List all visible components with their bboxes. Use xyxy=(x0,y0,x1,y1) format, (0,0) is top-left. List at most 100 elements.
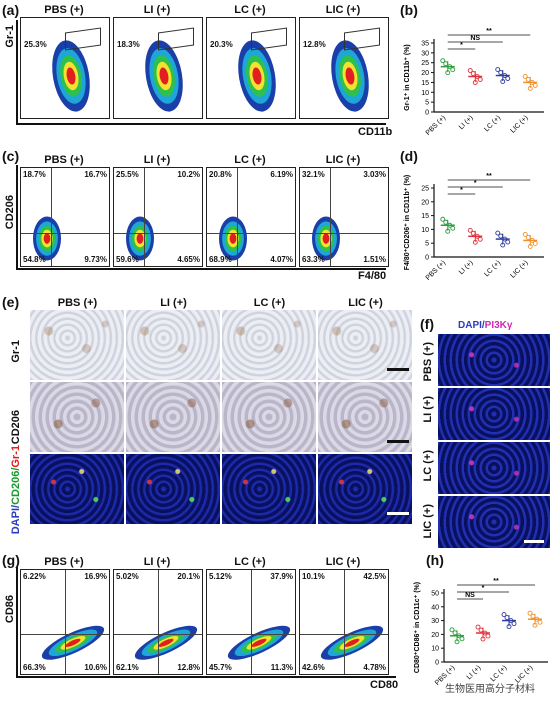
data-point xyxy=(522,73,528,79)
scale-bar xyxy=(524,540,544,543)
panel-a-title-3: LIC (+) xyxy=(325,4,361,16)
data-point xyxy=(500,79,506,84)
y-tick-label: 20 xyxy=(421,70,429,77)
panel-c-flowplot-2: 20.8% 6.19% 68.9% 4.07% xyxy=(206,167,296,267)
y-tick-label: 5 xyxy=(425,241,429,248)
data-point xyxy=(467,68,473,73)
data-point xyxy=(529,237,535,243)
y-tick-label: 5 xyxy=(425,100,429,107)
scale-bar xyxy=(387,512,409,515)
panel-e-row-gr1: Gr-1 xyxy=(10,340,22,363)
panel-g-yaxis xyxy=(16,567,18,677)
data-point xyxy=(449,627,455,633)
x-tick-label: LI (+) xyxy=(466,664,483,681)
data-point xyxy=(440,58,446,64)
panel-f-row-1: LI (+) xyxy=(422,396,434,423)
x-tick-label: PBS (+) xyxy=(425,114,447,136)
panel-a-title-1: LI (+) xyxy=(143,4,171,16)
data-point xyxy=(508,618,514,624)
scale-bar xyxy=(387,368,409,371)
panel-f-label: (f) xyxy=(420,316,434,332)
y-tick-label: 0 xyxy=(435,660,439,667)
panel-b-label: (b) xyxy=(400,2,418,18)
panel-e-title-3: LIC (+) xyxy=(348,297,383,309)
panel-d-label: (d) xyxy=(400,148,418,164)
data-point xyxy=(495,230,501,236)
sig-label: * xyxy=(460,187,463,194)
data-point xyxy=(477,236,483,242)
data-point xyxy=(443,61,449,67)
panel-f-image-2 xyxy=(438,442,550,494)
panel-e-title-0: PBS (+) xyxy=(57,297,98,309)
sig-label: * xyxy=(460,42,463,49)
panel-e-image-r2-c0 xyxy=(30,454,124,524)
data-point xyxy=(470,230,476,236)
y-tick-label: 10 xyxy=(421,227,429,234)
y-tick-label: 20 xyxy=(431,632,439,639)
data-point xyxy=(502,236,508,242)
data-point xyxy=(472,80,478,85)
x-tick-label: LIC (+) xyxy=(509,114,529,134)
panel-g-ylabel: CD86 xyxy=(4,595,16,624)
data-point xyxy=(456,633,462,639)
data-point xyxy=(501,612,507,618)
data-point xyxy=(474,74,480,79)
panel-c-flowplot-1: 25.5% 10.2% 59.6% 4.65% xyxy=(113,167,203,267)
sig-label: ** xyxy=(486,28,492,35)
panel-c-label: (c) xyxy=(2,148,20,164)
x-tick-label: PBS (+) xyxy=(425,259,447,281)
sig-label: ** xyxy=(493,578,499,585)
panel-a-xaxis xyxy=(16,123,386,125)
panel-e-image-r1-c0 xyxy=(30,382,124,452)
panel-h-label: (h) xyxy=(426,552,444,568)
panel-e-image-r0-c0 xyxy=(30,310,124,380)
data-point xyxy=(502,73,508,78)
panel-a-flowplot-3: 12.8% xyxy=(299,17,389,119)
y-axis-label: CD80⁺CD86⁺ in CD11c⁺ (%) xyxy=(414,582,421,673)
data-point xyxy=(504,615,510,621)
sig-label: * xyxy=(482,585,485,592)
data-point xyxy=(454,639,460,645)
panel-g-title-3: LIC (+) xyxy=(325,556,361,568)
panel-a-gate-pct: 18.3% xyxy=(117,40,140,49)
data-point xyxy=(511,621,517,627)
panel-f-image-1 xyxy=(438,388,550,440)
panel-g-title-0: PBS (+) xyxy=(44,556,84,568)
panel-c-ylabel: CD206 xyxy=(4,195,16,230)
panel-g-xlabel: CD80 xyxy=(370,679,399,691)
panel-e-image-r0-c1 xyxy=(126,310,220,380)
panel-a-gate-pct: 12.8% xyxy=(303,40,326,49)
panel-e-image-r0-c2 xyxy=(222,310,316,380)
y-axis-label: F4/80⁺CD206⁺ in CD11b⁺ (%) xyxy=(404,175,411,271)
panel-e-title-1: LI (+) xyxy=(160,297,187,309)
sig-label: NS xyxy=(465,592,475,599)
data-point xyxy=(452,630,458,636)
y-tick-label: 0 xyxy=(425,110,429,117)
panel-c-title-3: LIC (+) xyxy=(325,154,361,166)
y-tick-label: 30 xyxy=(431,618,439,625)
data-point xyxy=(445,70,451,76)
panel-a-title-2: LC (+) xyxy=(234,4,266,16)
panel-c-flowplot-0: 18.7% 16.7% 54.8% 9.73% xyxy=(20,167,110,267)
data-point xyxy=(498,233,504,239)
panel-f-row-0: PBS (+) xyxy=(422,342,434,382)
panel-e-image-r1-c2 xyxy=(222,382,316,452)
y-axis-label: Gr-1⁺ in CD11b⁺ (%) xyxy=(404,44,411,111)
data-point xyxy=(500,242,506,248)
panel-e-row-cd206: CD206 xyxy=(10,410,22,445)
panel-f-row-3: LIC (+) xyxy=(422,504,434,539)
panel-g-label: (g) xyxy=(2,552,20,568)
panel-e-image-r2-c1 xyxy=(126,454,220,524)
data-point xyxy=(534,616,540,622)
data-point xyxy=(525,234,531,240)
panel-c-title-0: PBS (+) xyxy=(44,154,84,166)
y-tick-label: 0 xyxy=(425,255,429,262)
data-point xyxy=(498,70,504,75)
data-point xyxy=(443,219,449,225)
data-point xyxy=(506,624,512,630)
panel-a-title-0: PBS (+) xyxy=(44,4,84,16)
y-tick-label: 15 xyxy=(421,213,429,220)
sig-label: NS xyxy=(470,35,480,42)
panel-a-gate-pct: 20.3% xyxy=(210,40,233,49)
